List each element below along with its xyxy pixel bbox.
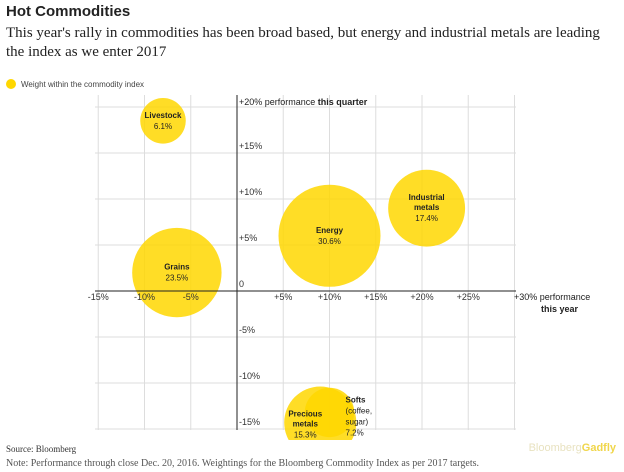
- bubble-softs: [304, 387, 355, 438]
- x-tick-label: -5%: [183, 292, 199, 302]
- y-tick-label: +15%: [239, 141, 262, 151]
- bubble-label-industrial: Industrial: [409, 193, 445, 202]
- chart-title: Hot Commodities: [6, 3, 131, 20]
- bubble-value-industrial: 17.4%: [415, 214, 438, 223]
- bubble-label-industrial-line2: metals: [414, 203, 440, 212]
- bubble-label-precious: Precious: [288, 410, 322, 419]
- legend: Weight within the commodity index: [6, 79, 144, 89]
- bubble-grains: [132, 227, 222, 318]
- chart-subtitle: This year's rally in commodities has bee…: [6, 25, 600, 60]
- bubble-energy: [278, 184, 381, 287]
- x-tick-label: -10%: [134, 292, 155, 302]
- x-axis-title: +30% performance: [514, 292, 590, 302]
- x-axis-title-bold: this year: [541, 304, 579, 314]
- bubble-label-softs-line2: (coffee,: [346, 406, 373, 415]
- brand-logo: BloombergGadfly: [529, 442, 616, 454]
- x-tick-label: +15%: [364, 292, 387, 302]
- y-tick-label: 0: [239, 279, 244, 289]
- x-tick-label: -15%: [88, 292, 109, 302]
- x-tick-label: +20%: [410, 292, 433, 302]
- bubble-label-softs-line3: sugar): [346, 417, 369, 426]
- source-text: Source: Bloomberg: [6, 444, 77, 454]
- bubble-industrial: [388, 169, 466, 247]
- bubble-value-grains: 23.5%: [166, 274, 189, 283]
- bubble-livestock: [140, 98, 186, 144]
- bubble-label-precious-line2: metals: [293, 420, 319, 429]
- brand-part-1: Bloomberg: [528, 442, 582, 454]
- y-tick-label: -10%: [239, 371, 260, 381]
- x-tick-label: +10%: [318, 292, 341, 302]
- y-axis-title: +20% performance this quarter: [239, 97, 368, 107]
- legend-bubble-icon: [6, 79, 16, 89]
- y-tick-label: +10%: [239, 187, 262, 197]
- brand-part-2: Gadfly: [581, 442, 616, 454]
- x-tick-label: +25%: [457, 292, 480, 302]
- bubble-label-energy: Energy: [316, 226, 344, 235]
- bubble-value-softs: 7.2%: [346, 428, 364, 437]
- y-tick-label: -15%: [239, 417, 260, 427]
- x-tick-label: +5%: [274, 292, 292, 302]
- bubble-chart: -15% -10% -5% +5% +10% +15% +20% +25% +15% +10% +5…: [88, 95, 590, 440]
- legend-label: Weight within the commodity index: [21, 79, 145, 89]
- bubble-value-precious: 15.3%: [294, 431, 317, 440]
- bubble-value-energy: 30.6%: [318, 237, 341, 246]
- bubble-label-livestock: Livestock: [145, 111, 182, 120]
- y-tick-label: +5%: [239, 233, 257, 243]
- note-text: Note: Performance through close Dec. 20,…: [6, 458, 479, 469]
- bubble-value-livestock: 6.1%: [154, 122, 172, 131]
- bubble-label-grains: Grains: [164, 263, 190, 272]
- bubble-label-softs: Softs: [346, 395, 367, 404]
- y-tick-label: -5%: [239, 325, 255, 335]
